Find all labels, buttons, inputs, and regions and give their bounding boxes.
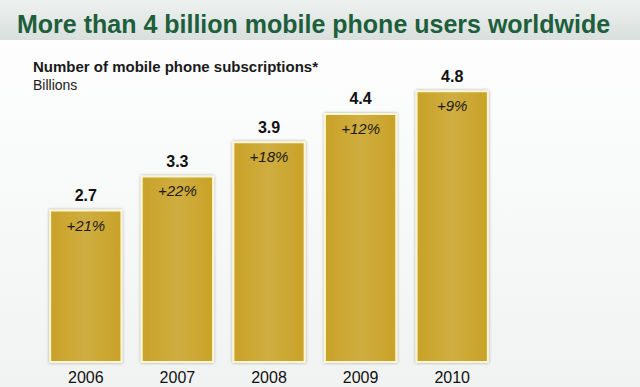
svg-text:Billions: Billions (33, 77, 77, 93)
svg-text:2.7: 2.7 (75, 187, 97, 204)
svg-text:4.4: 4.4 (349, 90, 371, 107)
svg-text:+21%: +21% (66, 217, 105, 234)
svg-text:+18%: +18% (250, 148, 289, 165)
svg-text:+9%: +9% (437, 97, 467, 114)
svg-text:2006: 2006 (68, 369, 104, 386)
svg-text:2009: 2009 (343, 369, 379, 386)
svg-text:More than 4 billion mobile pho: More than 4 billion mobile phone users w… (17, 10, 610, 38)
svg-text:2010: 2010 (434, 369, 470, 386)
svg-text:2008: 2008 (251, 369, 287, 386)
svg-text:3.9: 3.9 (258, 119, 280, 136)
svg-text:4.8: 4.8 (441, 68, 463, 85)
svg-text:+22%: +22% (158, 182, 197, 199)
svg-text:Number of mobile phone subscri: Number of mobile phone subscriptions* (33, 58, 318, 75)
svg-text:3.3: 3.3 (166, 153, 188, 170)
svg-text:+12%: +12% (341, 120, 380, 137)
svg-text:2007: 2007 (160, 369, 196, 386)
